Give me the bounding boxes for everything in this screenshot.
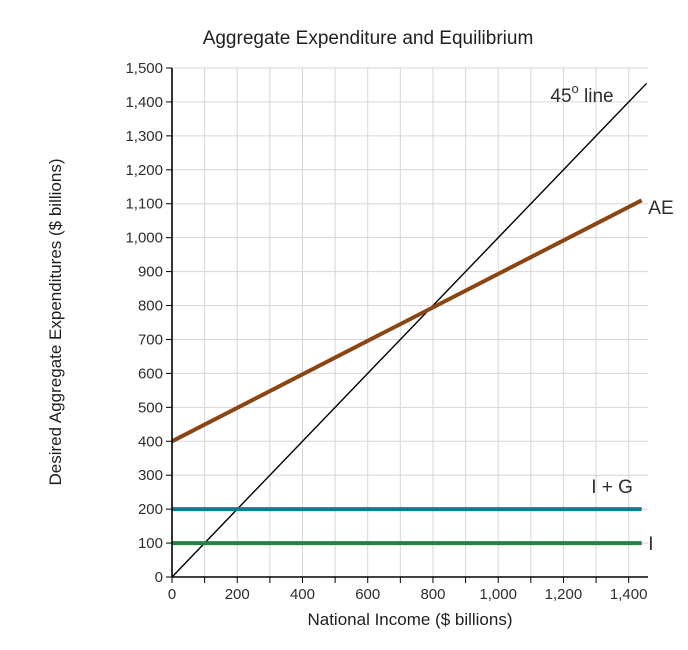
label-i: I: [648, 534, 653, 555]
y-tick-label: 1,500: [125, 60, 163, 77]
y-tick-label: 300: [138, 467, 163, 484]
y-tick-label: 1,000: [125, 230, 163, 247]
label-45-line-text: 45: [550, 86, 571, 107]
x-tick-label: 800: [420, 586, 445, 603]
x-tick-label: 1,400: [610, 586, 648, 603]
label-45-line-sup: o: [572, 81, 579, 96]
x-tick-label: 400: [290, 586, 315, 603]
y-tick-label: 600: [138, 365, 163, 382]
label-i-plus-g-text: I + G: [591, 477, 633, 498]
label-i-plus-g: I + G: [591, 477, 633, 498]
y-tick-label: 800: [138, 298, 163, 315]
x-tick-label: 200: [225, 586, 250, 603]
y-tick-label: 0: [155, 569, 163, 586]
y-tick-label: 100: [138, 535, 163, 552]
label-ae-text: AE: [648, 198, 673, 219]
x-tick-label: 0: [168, 586, 176, 603]
chart-title: Aggregate Expenditure and Equilibrium: [202, 28, 534, 49]
label-i-text: I: [648, 534, 653, 555]
y-tick-label: 1,100: [125, 196, 163, 213]
y-tick-label: 1,300: [125, 128, 163, 145]
label-45-line: 45o line: [550, 81, 613, 107]
y-tick-label: 700: [138, 331, 163, 348]
label-ae: AE: [648, 198, 673, 219]
y-tick-label: 1,400: [125, 94, 163, 111]
x-tick-label: 600: [355, 586, 380, 603]
x-tick-label: 1,200: [545, 586, 583, 603]
y-tick-label: 500: [138, 399, 163, 416]
y-tick-label: 400: [138, 433, 163, 450]
y-tick-label: 200: [138, 501, 163, 518]
y-tick-label: 900: [138, 264, 163, 281]
y-tick-label: 1,200: [125, 162, 163, 179]
series-45-line: [171, 82, 648, 578]
label-45-line-text: line: [579, 86, 614, 107]
x-tick-label: 1,000: [479, 586, 517, 603]
x-axis-label: National Income ($ billions): [307, 610, 513, 629]
series-ae: [171, 198, 643, 444]
